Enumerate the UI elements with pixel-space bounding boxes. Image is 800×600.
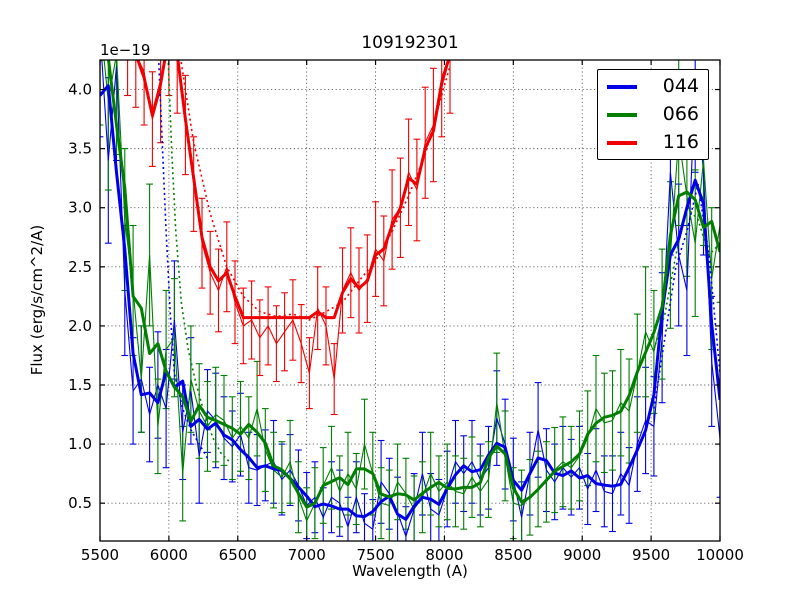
svg-text:7000: 7000 [288, 546, 326, 564]
svg-text:3.5: 3.5 [68, 140, 92, 158]
legend-line-swatch [607, 140, 637, 145]
svg-text:2.0: 2.0 [68, 317, 92, 335]
svg-text:1.0: 1.0 [68, 435, 92, 453]
svg-text:9500: 9500 [632, 546, 670, 564]
svg-text:6500: 6500 [219, 546, 257, 564]
plot-title: 109192301 [361, 33, 459, 53]
legend-item: 044 [607, 77, 699, 96]
y-axis-offset-label: 1e−19 [100, 41, 151, 59]
svg-text:4.0: 4.0 [68, 81, 92, 99]
svg-text:6000: 6000 [150, 546, 188, 564]
svg-text:5500: 5500 [81, 546, 119, 564]
svg-text:3.0: 3.0 [68, 199, 92, 217]
svg-text:8000: 8000 [425, 546, 463, 564]
legend-item: 066 [607, 105, 699, 124]
svg-text:2.5: 2.5 [68, 258, 92, 276]
y-axis-label: Flux (erg/s/cm^2/A) [28, 224, 46, 376]
svg-text:9000: 9000 [563, 546, 601, 564]
x-axis-label: Wavelength (A) [352, 562, 468, 580]
legend-item-label: 116 [662, 131, 699, 153]
svg-text:10000: 10000 [696, 546, 744, 564]
legend: 044 066 116 [597, 69, 709, 160]
legend-item-label: 066 [662, 103, 699, 125]
svg-text:1.5: 1.5 [68, 376, 92, 394]
legend-item-label: 044 [662, 75, 699, 97]
legend-line-swatch [607, 112, 637, 117]
svg-text:7500: 7500 [356, 546, 394, 564]
legend-item: 116 [607, 133, 699, 152]
legend-line-swatch [607, 84, 637, 89]
svg-text:0.5: 0.5 [68, 494, 92, 512]
svg-text:8500: 8500 [494, 546, 532, 564]
